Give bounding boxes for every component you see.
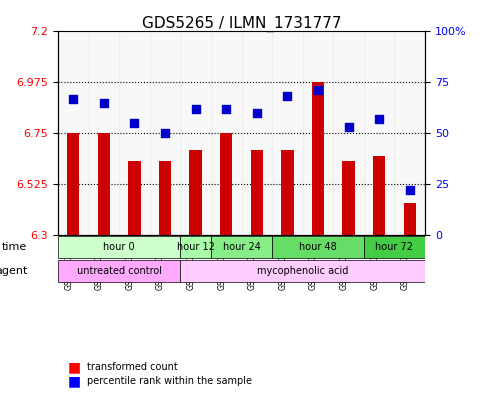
FancyBboxPatch shape — [211, 236, 272, 258]
Bar — [189, 150, 202, 235]
Point — [161, 130, 169, 136]
Bar — [58, 31, 88, 235]
Text: GSM1133729: GSM1133729 — [278, 239, 287, 290]
Bar — [67, 133, 79, 235]
FancyBboxPatch shape — [272, 236, 364, 258]
FancyBboxPatch shape — [58, 236, 180, 258]
FancyBboxPatch shape — [58, 260, 180, 282]
Text: ■: ■ — [68, 374, 81, 388]
Bar — [88, 31, 119, 235]
Bar — [128, 161, 141, 235]
Bar — [119, 31, 150, 235]
Point — [314, 87, 322, 94]
Bar — [242, 31, 272, 235]
Bar — [404, 203, 416, 235]
Bar — [373, 156, 385, 235]
Text: GSM1133722: GSM1133722 — [64, 239, 73, 290]
Text: hour 0: hour 0 — [103, 242, 135, 252]
Bar — [220, 133, 232, 235]
Bar — [159, 161, 171, 235]
Text: agent: agent — [0, 266, 28, 276]
Text: hour 48: hour 48 — [299, 242, 337, 252]
Bar — [364, 31, 395, 235]
Text: untreated control: untreated control — [77, 266, 162, 276]
Point — [130, 120, 138, 126]
Text: percentile rank within the sample: percentile rank within the sample — [87, 376, 252, 386]
Text: GSM1133730: GSM1133730 — [309, 239, 318, 290]
Bar — [180, 31, 211, 235]
Bar — [98, 133, 110, 235]
Bar — [342, 161, 355, 235]
Point — [375, 116, 383, 122]
Text: GSM1133731: GSM1133731 — [340, 239, 349, 290]
Point — [284, 93, 291, 99]
FancyBboxPatch shape — [180, 236, 211, 258]
Bar — [303, 31, 333, 235]
Point — [222, 106, 230, 112]
Point — [345, 124, 353, 130]
Bar — [211, 31, 242, 235]
Text: GSM1133732: GSM1133732 — [370, 239, 379, 290]
FancyBboxPatch shape — [364, 236, 425, 258]
Point — [100, 99, 108, 106]
Bar — [251, 150, 263, 235]
Text: GSM1133728: GSM1133728 — [248, 239, 257, 290]
Text: transformed count: transformed count — [87, 362, 178, 373]
Text: GSM1133727: GSM1133727 — [217, 239, 226, 290]
Point — [253, 110, 261, 116]
Bar — [312, 82, 324, 235]
Text: GSM1133723: GSM1133723 — [95, 239, 104, 290]
FancyBboxPatch shape — [180, 260, 425, 282]
Text: GSM1133733: GSM1133733 — [401, 239, 410, 290]
Point — [192, 106, 199, 112]
Text: time: time — [2, 242, 28, 252]
Text: mycophenolic acid: mycophenolic acid — [257, 266, 348, 276]
Text: ■: ■ — [68, 360, 81, 375]
Bar — [281, 150, 294, 235]
Bar — [272, 31, 303, 235]
Bar — [395, 31, 425, 235]
Text: GSM1133726: GSM1133726 — [186, 239, 196, 290]
Bar — [333, 31, 364, 235]
Text: GSM1133724: GSM1133724 — [126, 239, 134, 290]
Text: hour 24: hour 24 — [223, 242, 260, 252]
Text: hour 72: hour 72 — [375, 242, 413, 252]
Text: hour 12: hour 12 — [177, 242, 214, 252]
Point — [70, 95, 77, 102]
Text: GSM1133725: GSM1133725 — [156, 239, 165, 290]
Text: GDS5265 / ILMN_1731777: GDS5265 / ILMN_1731777 — [142, 16, 341, 32]
Bar — [150, 31, 180, 235]
Point — [406, 187, 413, 193]
